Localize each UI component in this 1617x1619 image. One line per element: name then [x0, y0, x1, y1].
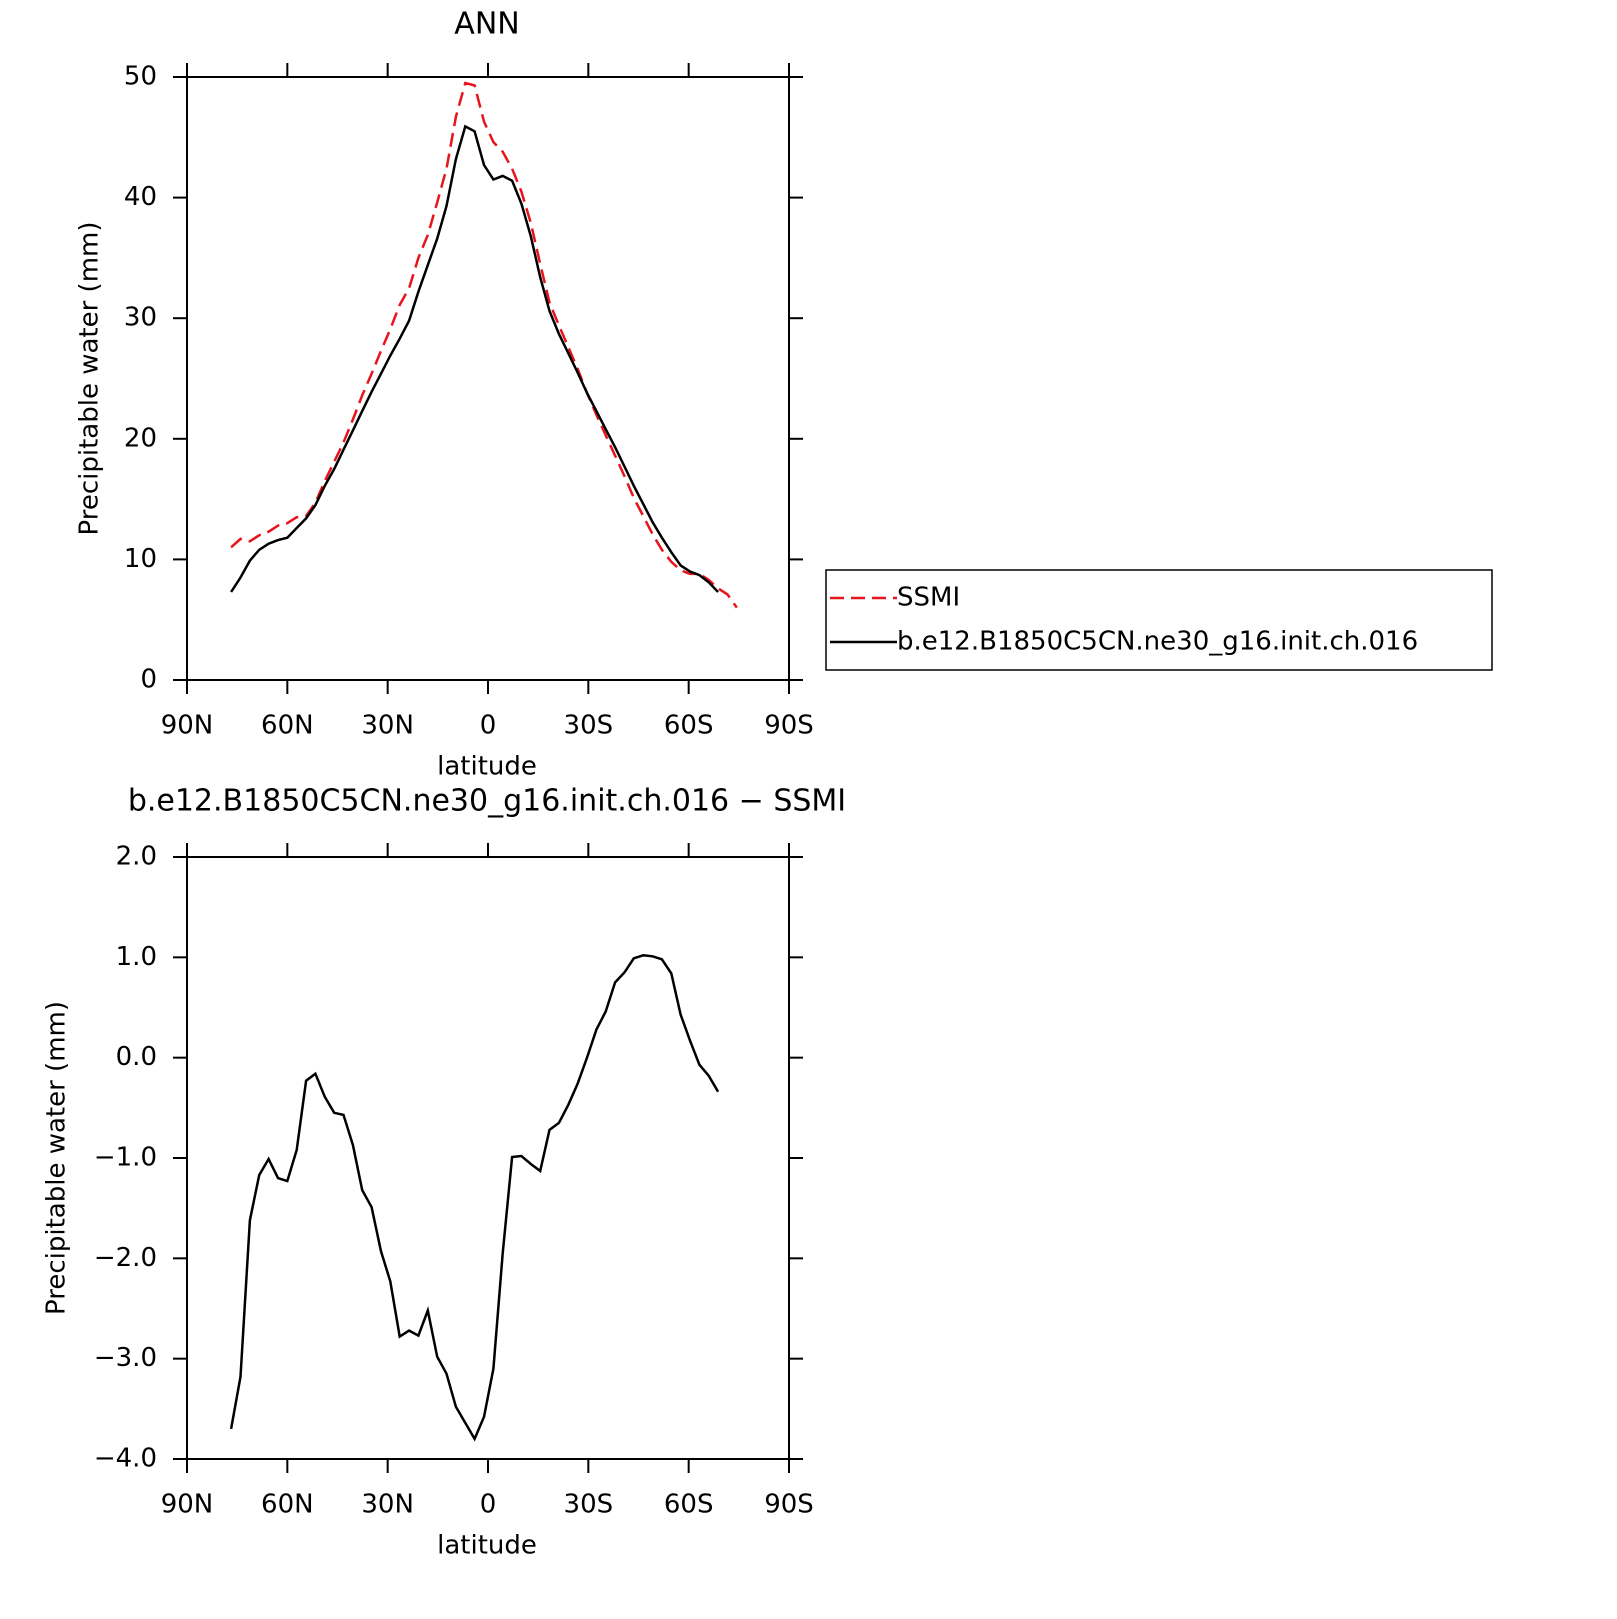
y-tick-label: −2.0 [94, 1243, 157, 1273]
y-tick-label: 10 [124, 544, 157, 574]
chart-title: ANN [454, 7, 519, 42]
x-tick-label: 60N [261, 711, 314, 741]
y-tick-label: 0.0 [116, 1042, 157, 1072]
y-tick-label: 0 [140, 665, 157, 695]
x-tick-label: 0 [480, 1490, 497, 1520]
y-tick-label: −3.0 [94, 1343, 157, 1373]
legend-box [825, 569, 1493, 671]
x-tick-label: 30N [361, 1490, 414, 1520]
x-tick-label: 60N [261, 1490, 314, 1520]
x-tick-label: 60S [664, 711, 714, 741]
x-tick-label: 90N [161, 1490, 214, 1520]
plot-frame [186, 76, 790, 681]
y-axis-label: Precipitable water (mm) [42, 1001, 72, 1315]
data-line [229, 954, 720, 1442]
y-tick-label: 1.0 [116, 942, 157, 972]
x-tick-label: 60S [664, 1490, 714, 1520]
x-tick-label: 30S [564, 1490, 614, 1520]
data-line [230, 124, 719, 593]
x-axis-label: latitude [437, 1531, 537, 1561]
data-line [230, 81, 738, 609]
plot-frame [186, 856, 790, 1460]
y-tick-label: 20 [124, 423, 157, 453]
y-tick-label: 30 [124, 303, 157, 333]
x-tick-label: 90N [161, 711, 214, 741]
x-tick-label: 90S [764, 711, 814, 741]
x-tick-label: 0 [480, 711, 497, 741]
x-tick-label: 90S [764, 1490, 814, 1520]
y-tick-label: −4.0 [94, 1444, 157, 1474]
x-axis-label: latitude [437, 752, 537, 782]
legend-label: SSMI [897, 583, 960, 613]
y-axis-label: Precipitable water (mm) [75, 222, 105, 536]
y-tick-label: 50 [124, 62, 157, 92]
y-tick-label: 40 [124, 182, 157, 212]
y-tick-label: 2.0 [116, 842, 157, 872]
x-tick-label: 30N [361, 711, 414, 741]
x-tick-label: 30S [564, 711, 614, 741]
legend-label: b.e12.B1850C5CN.ne30_g16.init.ch.016 [897, 627, 1418, 657]
y-tick-label: −1.0 [94, 1143, 157, 1173]
chart-title: b.e12.B1850C5CN.ne30_g16.init.ch.016 − S… [128, 784, 846, 819]
